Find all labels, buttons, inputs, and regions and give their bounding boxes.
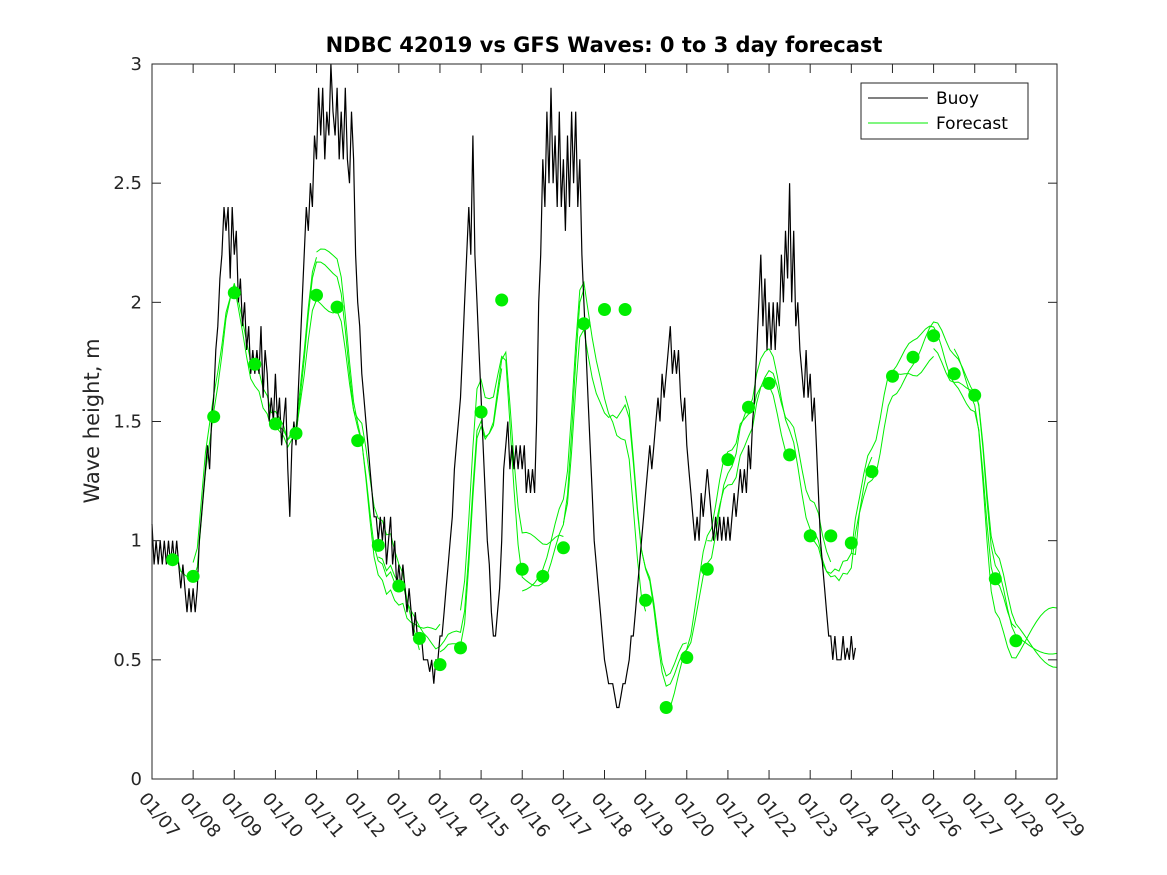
- forecast-point: [166, 553, 180, 567]
- forecast-point: [392, 579, 406, 593]
- y-tick-label: 2.5: [113, 173, 142, 194]
- forecast-point: [248, 357, 262, 371]
- y-tick-label: 0.5: [113, 650, 142, 671]
- forecast-point: [454, 641, 467, 655]
- forecast-point: [371, 538, 385, 552]
- forecast-point: [947, 367, 961, 381]
- forecast-point: [659, 701, 673, 714]
- forecast-point: [803, 529, 817, 543]
- legend-forecast-label: Forecast: [936, 114, 1008, 134]
- forecast-run-line: [460, 289, 585, 611]
- axis-ticks: [151, 63, 1058, 780]
- forecast-run-line: [707, 369, 832, 563]
- forecast-point: [577, 317, 591, 331]
- y-tick-label: 1: [131, 531, 142, 552]
- forecast-point: [865, 465, 879, 479]
- forecast-point: [268, 417, 282, 431]
- buoy-series: [151, 63, 856, 709]
- forecast-point: [988, 572, 1002, 586]
- forecast-point: [495, 293, 509, 307]
- forecast-run-line: [522, 280, 647, 612]
- forecast-point: [618, 303, 632, 316]
- forecast-point: [927, 329, 941, 343]
- forecast-point: [330, 300, 344, 314]
- legend: Buoy Forecast: [860, 82, 1029, 140]
- forecast-point: [824, 529, 838, 543]
- plot-area: [152, 64, 1057, 779]
- forecast-point: [536, 569, 550, 583]
- forecast-point: [783, 448, 797, 462]
- forecast-point: [227, 286, 241, 300]
- forecast-point: [556, 541, 570, 555]
- forecast-point: [700, 562, 714, 576]
- legend-buoy-label: Buoy: [936, 89, 979, 109]
- forecast-markers: [166, 286, 1023, 714]
- forecast-point: [742, 400, 755, 414]
- forecast-run-line: [974, 391, 1058, 668]
- forecast-point: [186, 569, 200, 583]
- forecast-point: [762, 376, 776, 390]
- forecast-point: [598, 303, 611, 316]
- forecast-run-line: [810, 356, 934, 574]
- forecast-point: [474, 405, 488, 419]
- forecast-point: [1009, 634, 1023, 648]
- y-tick-label: 3: [131, 54, 142, 75]
- forecast-run-line: [933, 348, 1058, 655]
- forecast-point: [906, 350, 920, 364]
- y-tick-label: 1.5: [113, 412, 142, 433]
- forecast-point: [680, 651, 694, 664]
- forecast-point: [844, 536, 858, 550]
- forecast-point: [968, 388, 982, 402]
- forecast-point: [886, 369, 899, 383]
- y-tick-label: 2: [131, 292, 142, 313]
- legend-box: [860, 82, 1029, 140]
- forecast-point: [289, 426, 303, 440]
- forecast-point: [351, 434, 365, 448]
- forecast-run-line: [748, 348, 873, 582]
- forecast-point: [433, 658, 447, 672]
- forecast-point: [412, 631, 426, 645]
- forecast-point: [310, 288, 323, 302]
- buoy-line: [151, 63, 856, 709]
- y-tick-labels: 0 0.5 1 1.5 2 2.5 3: [113, 54, 142, 790]
- forecast-run-line: [851, 321, 976, 556]
- y-axis-label: Wave height, m: [80, 338, 104, 503]
- forecast-point: [207, 410, 221, 424]
- forecast-point: [515, 562, 529, 576]
- forecast-point: [639, 593, 653, 607]
- chart-title: NDBC 42019 vs GFS Waves: 0 to 3 day fore…: [326, 33, 883, 57]
- y-tick-label: 0: [131, 769, 142, 790]
- forecast-point: [721, 453, 735, 467]
